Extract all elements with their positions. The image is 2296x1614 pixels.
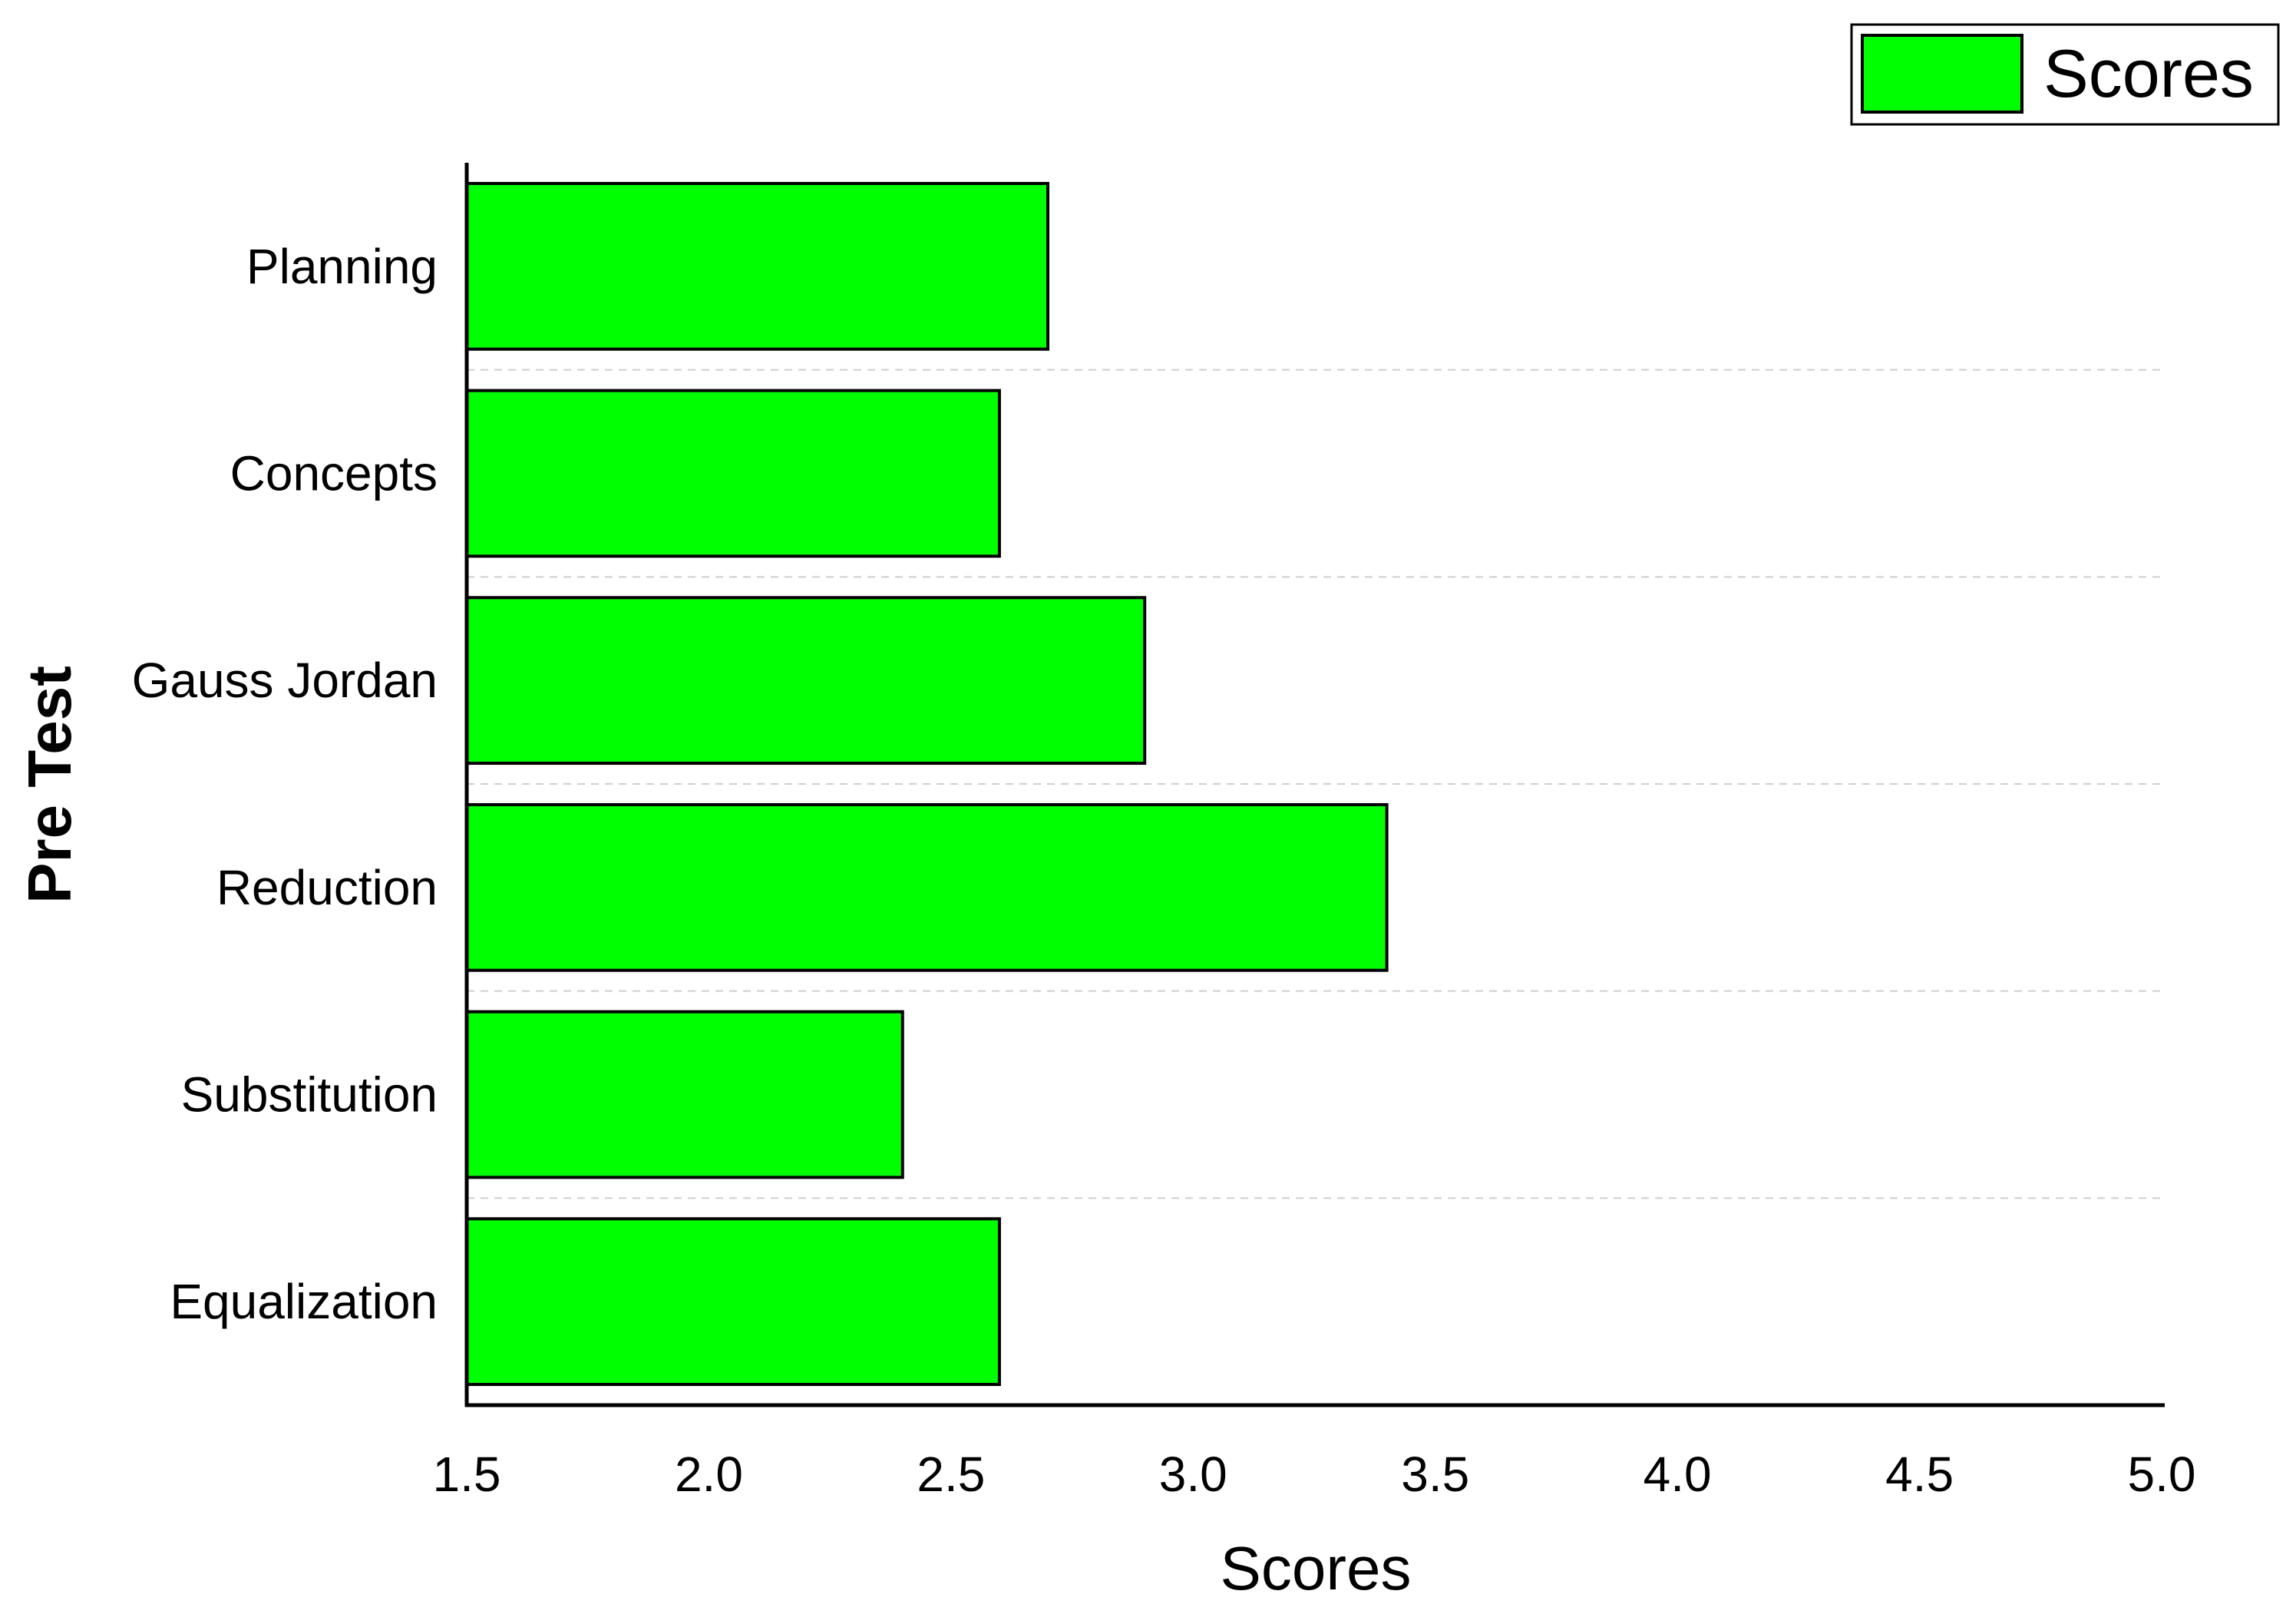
- bar-gauss-jordan: [465, 596, 1147, 766]
- category-label: Equalization: [170, 1274, 438, 1329]
- x-tick-label: 3.0: [1159, 1447, 1227, 1502]
- x-tick-label: 1.5: [433, 1447, 501, 1502]
- bar-substitution: [465, 1010, 904, 1179]
- x-axis-title: Scores: [1221, 1534, 1412, 1602]
- bar-planning: [465, 181, 1050, 351]
- category-label: Substitution: [181, 1067, 438, 1123]
- x-tick-label: 3.5: [1401, 1447, 1469, 1502]
- y-axis-title: Pre Test: [15, 666, 84, 904]
- bar-reduction: [465, 802, 1389, 972]
- category-label: Planning: [246, 239, 438, 294]
- x-tick-labels: 1.5 2.0 2.5 3.0 3.5 4.0 4.5 5.0: [433, 1447, 2196, 1502]
- category-label: Gauss Jordan: [132, 653, 438, 708]
- category-label: Reduction: [216, 860, 438, 915]
- x-tick-label: 2.0: [675, 1447, 743, 1502]
- x-tick-label: 5.0: [2128, 1447, 2196, 1502]
- bar-equalization: [465, 1217, 1001, 1387]
- legend-swatch: [1861, 34, 2023, 114]
- bar-concepts: [465, 389, 1001, 558]
- x-tick-label: 2.5: [917, 1447, 985, 1502]
- x-tick-label: 4.0: [1644, 1447, 1712, 1502]
- x-tick-label: 4.5: [1885, 1447, 1954, 1502]
- axes: [464, 163, 2165, 1407]
- category-labels: Planning Concepts Gauss Jordan Reduction Sub…: [132, 239, 438, 1329]
- gridlines: [467, 369, 2162, 1199]
- legend-label: Scores: [2043, 35, 2254, 111]
- legend: Scores: [1850, 23, 2280, 126]
- category-label: Concepts: [230, 446, 438, 501]
